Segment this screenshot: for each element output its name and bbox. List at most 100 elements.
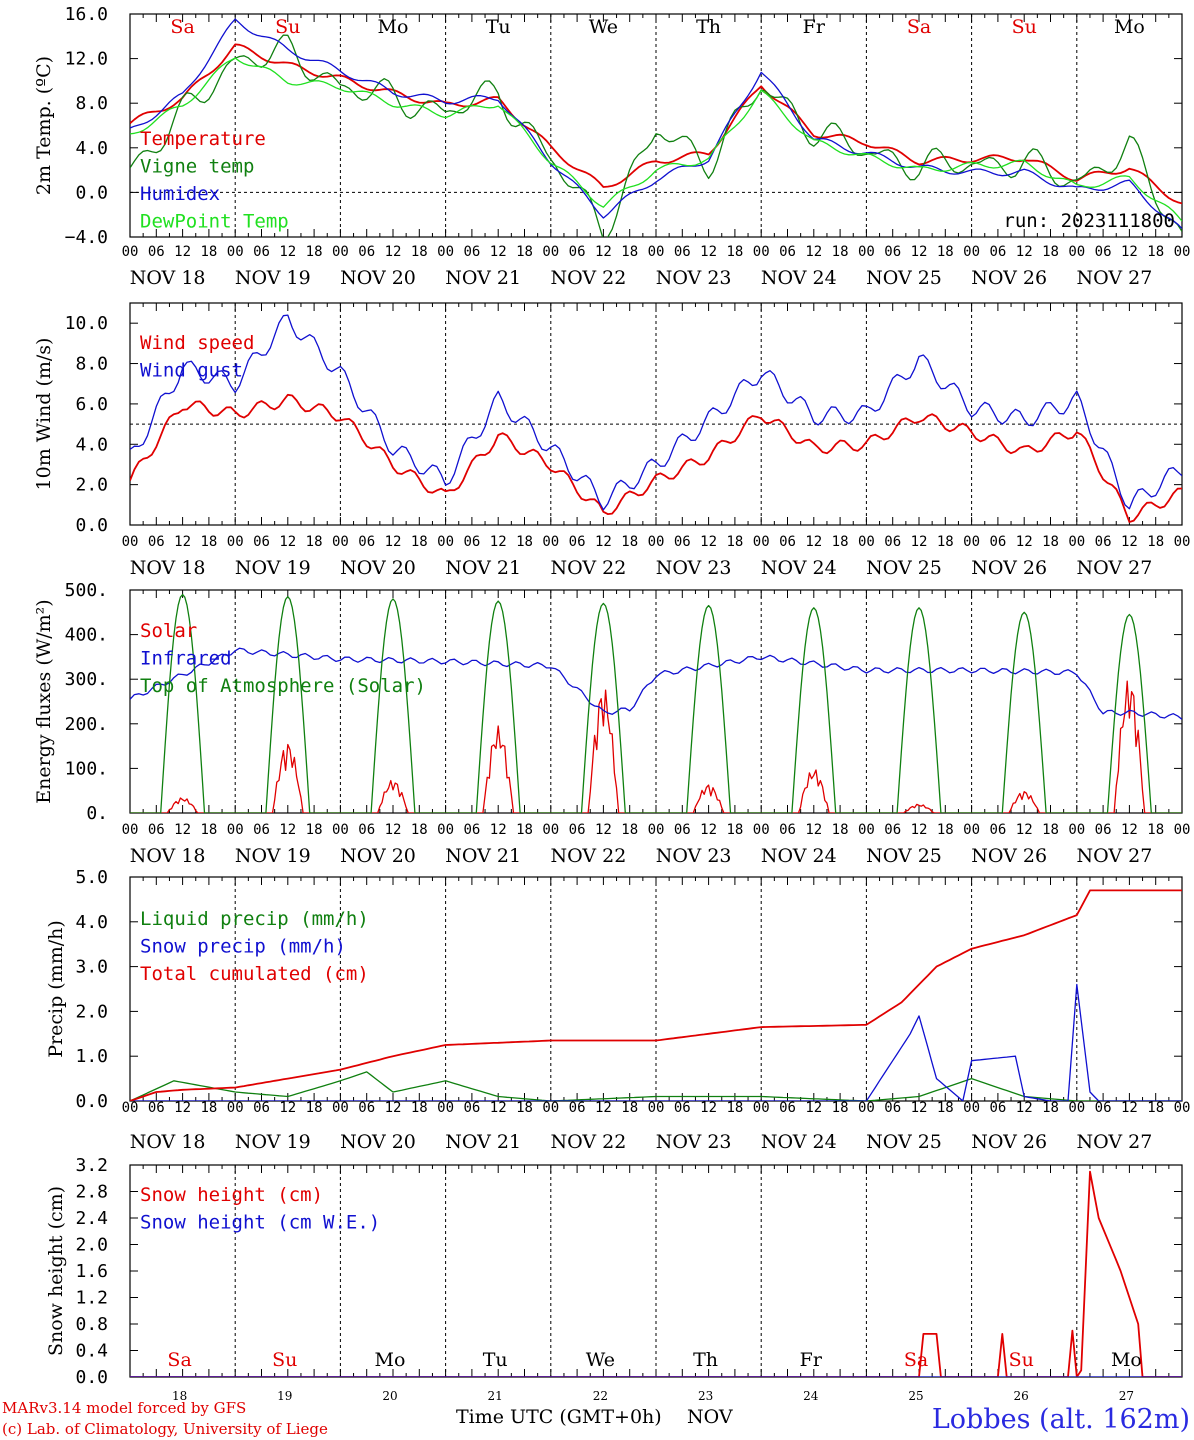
hour-tick-label: 00 bbox=[227, 534, 244, 550]
hour-tick-label: 18 bbox=[726, 822, 743, 838]
y-tick-label: 0.0 bbox=[75, 182, 108, 203]
hour-tick-label: 06 bbox=[884, 244, 901, 260]
hour-tick-label: 12 bbox=[1016, 1100, 1033, 1116]
legend-entry: Liquid precip (mm/h) bbox=[140, 908, 369, 930]
hour-tick-label: 18 bbox=[937, 822, 954, 838]
series-line bbox=[130, 57, 1182, 222]
hour-tick-label: 12 bbox=[1016, 534, 1033, 550]
hour-tick-label: 06 bbox=[253, 534, 270, 550]
legend-entry: Vigne temp bbox=[140, 156, 254, 178]
y-tick-label: 500. bbox=[65, 580, 108, 601]
hour-tick-label: 06 bbox=[779, 822, 796, 838]
series-line bbox=[130, 647, 1182, 720]
date-label: NOV 27 bbox=[1076, 557, 1152, 579]
hour-tick-label: 12 bbox=[911, 822, 928, 838]
legend-entry: Wind gust bbox=[140, 360, 243, 382]
hour-tick-label: 06 bbox=[884, 822, 901, 838]
weekday-label: Sa bbox=[907, 16, 931, 38]
hour-tick-label: 00 bbox=[963, 1100, 980, 1116]
hour-tick-label: 12 bbox=[805, 534, 822, 550]
series-line bbox=[130, 43, 1182, 205]
date-label: NOV 25 bbox=[866, 845, 942, 867]
hour-tick-label: 18 bbox=[411, 1100, 428, 1116]
hour-tick-label: 06 bbox=[358, 822, 375, 838]
series-line bbox=[130, 889, 1182, 1101]
legend-entry: Temperature bbox=[140, 128, 266, 150]
hour-tick-label: 12 bbox=[385, 244, 402, 260]
hour-tick-label: 12 bbox=[490, 244, 507, 260]
hour-tick-label: 06 bbox=[253, 822, 270, 838]
hour-tick-label: 00 bbox=[122, 244, 139, 260]
hour-tick-label: 12 bbox=[490, 534, 507, 550]
hour-tick-label: 06 bbox=[674, 1100, 691, 1116]
y-tick-label: 8.0 bbox=[75, 354, 108, 375]
hour-tick-label: 18 bbox=[516, 534, 533, 550]
hour-tick-label: 12 bbox=[1121, 822, 1138, 838]
hour-tick-label: 06 bbox=[148, 1100, 165, 1116]
y-tick-label: 2.8 bbox=[75, 1182, 108, 1203]
hour-tick-label: 00 bbox=[1174, 1100, 1191, 1116]
date-label: NOV 23 bbox=[656, 845, 732, 867]
hour-tick-label: 06 bbox=[253, 244, 270, 260]
hour-tick-label: 00 bbox=[858, 534, 875, 550]
y-tick-label: 0.0 bbox=[75, 515, 108, 536]
hour-tick-label: 18 bbox=[1147, 1100, 1164, 1116]
hour-tick-label: 18 bbox=[1042, 822, 1059, 838]
y-tick-label: 0. bbox=[86, 803, 108, 824]
hour-tick-label: 12 bbox=[595, 244, 612, 260]
hour-tick-label: 12 bbox=[1121, 1100, 1138, 1116]
hour-tick-label: 00 bbox=[648, 244, 665, 260]
date-label: NOV 22 bbox=[550, 845, 626, 867]
hour-tick-label: 12 bbox=[911, 534, 928, 550]
hour-tick-label: 12 bbox=[595, 534, 612, 550]
y-tick-label: 1.2 bbox=[75, 1288, 108, 1309]
legend-entry: Total cumulated (cm) bbox=[140, 963, 369, 985]
y-tick-label: 2.0 bbox=[75, 1235, 108, 1256]
hour-tick-label: 12 bbox=[911, 1100, 928, 1116]
hour-tick-label: 12 bbox=[700, 822, 717, 838]
hour-tick-label: 06 bbox=[884, 1100, 901, 1116]
series-line bbox=[130, 1071, 1182, 1101]
weekday-label: Th bbox=[693, 1349, 718, 1371]
hour-tick-label: 18 bbox=[306, 822, 323, 838]
hour-tick-label: 18 bbox=[937, 534, 954, 550]
date-label: NOV 27 bbox=[1076, 267, 1152, 289]
date-label: NOV 21 bbox=[445, 267, 521, 289]
hour-tick-label: 18 bbox=[306, 534, 323, 550]
hour-tick-label: 06 bbox=[463, 244, 480, 260]
panel-3: 500. 400. 300. 200. 100. 0. Energy fluxes (W/m… bbox=[33, 580, 1190, 867]
weekday-label: Fr bbox=[800, 1349, 823, 1371]
legend-entry: Humidex bbox=[140, 183, 220, 205]
weekday-label: Fr bbox=[803, 16, 826, 38]
y-tick-label: 5.0 bbox=[75, 867, 108, 888]
y-tick-label: 0.4 bbox=[75, 1341, 108, 1362]
hour-tick-label: 00 bbox=[648, 1100, 665, 1116]
date-label: NOV 20 bbox=[340, 557, 416, 579]
hour-tick-label: 00 bbox=[437, 534, 454, 550]
hour-tick-label: 18 bbox=[516, 244, 533, 260]
date-label: NOV 22 bbox=[550, 1131, 626, 1153]
credit-line-2: (c) Lab. of Climatology, University of L… bbox=[2, 1420, 328, 1438]
y-axis-title: Snow height (cm) bbox=[45, 1186, 67, 1356]
x-axis-title: Time UTC (GMT+0h) bbox=[456, 1406, 662, 1428]
hour-tick-label: 00 bbox=[542, 822, 559, 838]
weekday-label: Sa bbox=[170, 16, 194, 38]
y-tick-label: 1.0 bbox=[75, 1046, 108, 1067]
date-label: NOV 20 bbox=[340, 845, 416, 867]
legend-entry: Top of Atmosphere (Solar) bbox=[140, 675, 426, 697]
hour-tick-label: 12 bbox=[279, 534, 296, 550]
hour-tick-label: 12 bbox=[595, 822, 612, 838]
hour-tick-label: 06 bbox=[569, 1100, 586, 1116]
hour-tick-label: 18 bbox=[516, 1100, 533, 1116]
hour-tick-label: 12 bbox=[595, 1100, 612, 1116]
y-tick-label: 10.0 bbox=[65, 313, 108, 334]
hour-tick-label: 12 bbox=[700, 1100, 717, 1116]
weekday-label: Th bbox=[696, 16, 721, 38]
plot-frame bbox=[129, 589, 1183, 814]
y-tick-label: 400. bbox=[65, 625, 108, 646]
hour-tick-label: 12 bbox=[805, 1100, 822, 1116]
hour-tick-label: 12 bbox=[700, 244, 717, 260]
hour-tick-label: 12 bbox=[805, 822, 822, 838]
hour-tick-label: 12 bbox=[279, 1100, 296, 1116]
hour-tick-label: 12 bbox=[279, 822, 296, 838]
